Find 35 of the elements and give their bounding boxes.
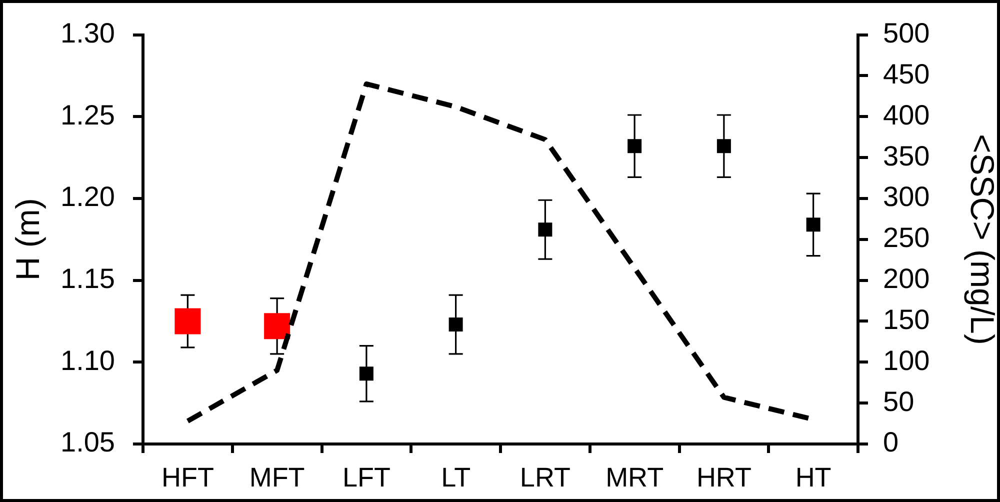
y-tick-label: 1.05 [60,426,115,458]
x-tick-label: LT [441,462,471,493]
y2-tick-label: 400 [883,99,930,130]
x-tick-label: MRT [606,462,664,493]
y2-tick-label: 450 [883,58,930,90]
x-tick-label: HRT [696,462,752,493]
x-tick-label: HT [795,462,832,493]
point [538,222,552,237]
point [174,308,201,334]
y-tick-label: 1.30 [60,18,115,49]
point [359,366,374,381]
y-tick-label: 1.10 [60,344,115,376]
y2-tick-label: 0 [883,426,899,458]
point [806,218,820,232]
y2-tick-label: 350 [883,140,930,172]
y2-tick-label: 300 [883,181,930,212]
y2-axis-title: <SSC> (mg/L) [964,134,1000,345]
y-tick-label: 1.20 [60,181,115,212]
y-tick-label: 1.15 [60,263,115,294]
y2-tick-label: 50 [883,386,914,417]
x-tick-label: HFT [161,462,214,493]
y2-tick-label: 200 [883,263,930,294]
y2-tick-label: 150 [883,304,930,335]
point [628,139,642,154]
point [264,313,290,340]
y2-tick-label: 250 [883,222,930,254]
y2-tick-label: 100 [883,344,930,376]
y-tick-label: 1.25 [60,99,115,130]
point [716,139,731,154]
y2-tick-label: 500 [883,18,930,49]
x-tick-label: MFT [249,462,305,493]
point [448,318,463,332]
x-tick-label: LRT [520,462,570,493]
y-axis-title: H (m) [8,198,46,281]
x-tick-label: LFT [342,462,390,493]
